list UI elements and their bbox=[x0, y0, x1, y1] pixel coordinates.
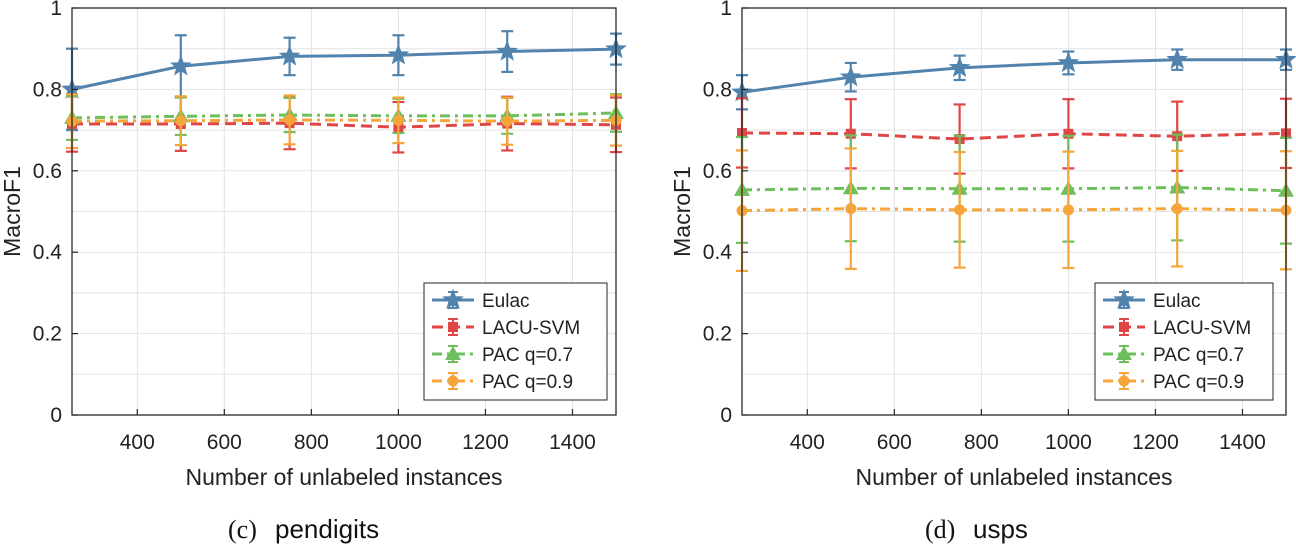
legend-label: PAC q=0.7 bbox=[482, 345, 573, 366]
x-tick-label: 1400 bbox=[1219, 431, 1266, 454]
x-axis-label: Number of unlabeled instances bbox=[855, 464, 1172, 490]
y-tick-label: 0.6 bbox=[703, 160, 732, 183]
legend-label: PAC q=0.7 bbox=[1153, 345, 1244, 366]
data-point bbox=[954, 204, 966, 216]
x-tick-label: 800 bbox=[964, 431, 999, 454]
axes-frame bbox=[741, 7, 1287, 416]
data-point bbox=[387, 43, 410, 65]
y-tick-label: 0.4 bbox=[33, 241, 63, 264]
series-line bbox=[71, 47, 617, 91]
legend-marker bbox=[447, 375, 459, 387]
x-tick-label: 600 bbox=[207, 431, 242, 454]
y-tick-label: 0.2 bbox=[703, 323, 732, 346]
legend-marker bbox=[442, 288, 464, 310]
legend-label: Eulac bbox=[1153, 291, 1201, 312]
legend-label: LACU-SVM bbox=[1153, 318, 1251, 339]
legend-entry-pac-q-0-9: PAC q=0.9 bbox=[1103, 372, 1244, 393]
legend: Eulac LACU-SVM PAC q=0.7 PAC q=0.9 bbox=[1094, 282, 1274, 401]
y-tick-label: 0.8 bbox=[33, 78, 62, 101]
y-tick-label: 0 bbox=[720, 404, 732, 427]
legend-label: LACU-SVM bbox=[482, 318, 580, 339]
data-point bbox=[496, 40, 519, 61]
x-axis-label: Number of unlabeled instances bbox=[185, 464, 502, 490]
caption-name-pendigits: pendigits bbox=[275, 514, 379, 544]
data-point bbox=[845, 128, 856, 139]
caption-name-usps: usps bbox=[973, 514, 1028, 544]
y-tick-label: 0.8 bbox=[703, 78, 732, 101]
data-point bbox=[1166, 48, 1189, 69]
legend-entry-pac-q-0-7: PAC q=0.7 bbox=[1103, 345, 1244, 366]
y-tick-label: 0 bbox=[50, 404, 62, 427]
legend-marker bbox=[1118, 375, 1130, 387]
data-point bbox=[175, 115, 187, 127]
caption-letter-usps: (d) bbox=[925, 515, 955, 544]
legend-entry-eulac: Eulac bbox=[1103, 288, 1201, 312]
caption-letter-pendigits: (c) bbox=[228, 515, 257, 544]
legend-marker bbox=[1113, 288, 1135, 310]
series-line bbox=[71, 118, 617, 123]
legend-label: Eulac bbox=[482, 291, 530, 312]
y-axis-label: MacroF1 bbox=[669, 166, 695, 257]
data-point bbox=[1057, 51, 1080, 73]
legend-entry-pac-q-0-7: PAC q=0.7 bbox=[432, 345, 573, 366]
y-axis-label: MacroF1 bbox=[0, 166, 25, 257]
legend-entry-eulac: Eulac bbox=[432, 288, 530, 312]
legend-marker bbox=[448, 322, 458, 332]
x-tick-label: 1400 bbox=[549, 431, 596, 454]
series-line bbox=[72, 121, 617, 129]
data-point bbox=[845, 203, 857, 215]
series-line bbox=[741, 207, 1287, 213]
y-tick-label: 1 bbox=[720, 0, 732, 20]
x-tick-label: 400 bbox=[120, 431, 155, 454]
legend-label: PAC q=0.9 bbox=[482, 372, 573, 393]
x-tick-label: 600 bbox=[877, 431, 912, 454]
chart-panel-pendigits: 400 600 800 1000 1200 1400 0 0.2 0.4 0.6 0.8 1 Numbe… bbox=[0, 0, 627, 490]
x-tick-label: 1000 bbox=[375, 431, 422, 454]
data-point bbox=[948, 56, 971, 78]
legend-entry-lacu-svm: LACU-SVM bbox=[1103, 318, 1251, 339]
x-tick-label: 800 bbox=[294, 431, 329, 454]
data-point bbox=[392, 114, 404, 126]
y-tick-label: 0.2 bbox=[33, 323, 62, 346]
series-line bbox=[741, 58, 1286, 94]
x-tick-label: 1200 bbox=[1132, 431, 1179, 454]
data-point bbox=[278, 45, 301, 66]
series-line bbox=[741, 131, 1287, 141]
legend-marker bbox=[1119, 322, 1129, 332]
data-point bbox=[1063, 128, 1074, 139]
legend-marker bbox=[1116, 346, 1132, 360]
legend: Eulac LACU-SVM PAC q=0.7 PAC q=0.9 bbox=[423, 282, 608, 401]
series-line bbox=[71, 111, 617, 120]
data-point bbox=[501, 115, 513, 127]
y-tick-label: 0.6 bbox=[33, 160, 62, 183]
y-tick-label: 1 bbox=[50, 0, 62, 20]
legend-entry-lacu-svm: LACU-SVM bbox=[432, 318, 580, 339]
x-tick-label: 400 bbox=[790, 431, 825, 454]
data-point bbox=[169, 54, 192, 76]
legend-label: PAC q=0.9 bbox=[1153, 372, 1244, 393]
grid bbox=[72, 8, 616, 415]
data-point bbox=[284, 114, 296, 126]
chart-panel-usps: 400 600 800 1000 1200 1400 0 0.2 0.4 0.6 0.8 1 Numbe… bbox=[669, 0, 1296, 490]
data-point bbox=[839, 65, 862, 87]
data-point bbox=[1171, 203, 1183, 215]
legend-marker bbox=[445, 346, 461, 360]
data-point bbox=[1062, 204, 1074, 216]
y-tick-label: 0.4 bbox=[703, 241, 733, 264]
axes-frame bbox=[71, 7, 617, 416]
x-tick-label: 1000 bbox=[1045, 431, 1092, 454]
x-tick-label: 1200 bbox=[462, 431, 509, 454]
legend-entry-pac-q-0-9: PAC q=0.9 bbox=[432, 372, 573, 393]
series-line bbox=[741, 185, 1287, 193]
